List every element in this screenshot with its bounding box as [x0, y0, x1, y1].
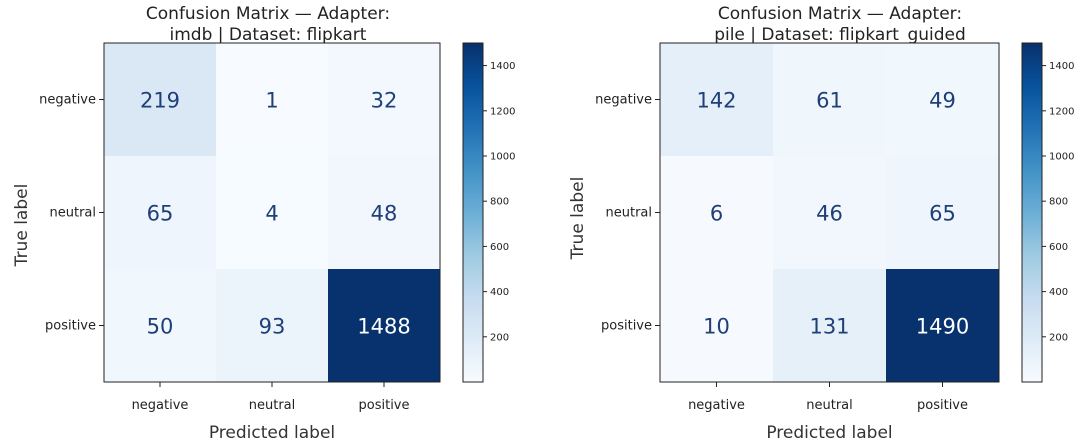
chart-1-colorbar [462, 42, 484, 383]
chart-1-title-line-1: Confusion Matrix — Adapter: [146, 4, 390, 24]
chart-2-cell-label-1-2: 65 [929, 202, 956, 226]
chart-1-xtick-label-2: positive [359, 398, 410, 413]
chart-2-colorbar-tick-label-1: 400 [1049, 287, 1068, 298]
chart-2-colorbar-tick-label-5: 1200 [1049, 106, 1074, 117]
chart-2-ytick-label-1: neutral [606, 206, 653, 221]
chart-1-colorbar-tick-label-4: 1000 [490, 152, 515, 163]
chart-2-cell-label-2-0: 10 [703, 315, 730, 339]
chart-2-cell-2-2 [886, 269, 1000, 383]
chart-2-cell-1-1 [773, 156, 887, 270]
chart-2-cell-label-0-2: 49 [929, 89, 956, 113]
chart-2-title-line-2: pile | Dataset: flipkart_guided [714, 25, 966, 45]
chart-1-cell-2-2 [328, 269, 441, 383]
confusion-matrix-2: Confusion Matrix — Adapter:pile | Datase… [568, 4, 1074, 443]
chart-2-cell-label-2-2: 1490 [916, 315, 969, 339]
chart-2-ylabel: True label [568, 177, 588, 261]
chart-1-cell-1-2 [328, 156, 441, 270]
chart-1-cell-0-2 [328, 43, 441, 157]
chart-2-colorbar-tick-label-0: 200 [1049, 332, 1068, 343]
chart-1-xtick-label-0: negative [132, 398, 189, 413]
chart-1-cell-1-1 [216, 156, 329, 270]
chart-1-cell-label-1-1: 4 [265, 202, 278, 226]
chart-1-cell-label-0-2: 32 [371, 89, 398, 113]
chart-1-cell-label-1-0: 65 [147, 202, 174, 226]
chart-2-cell-label-1-0: 6 [710, 202, 723, 226]
chart-2-xtick-label-2: positive [917, 398, 968, 413]
chart-2-colorbar-tick-label-6: 1400 [1049, 61, 1074, 72]
chart-2-title-line-1: Confusion Matrix — Adapter: [718, 4, 962, 24]
chart-1-cell-0-0 [104, 43, 217, 157]
chart-2-cell-2-1 [773, 269, 887, 383]
chart-1-cell-0-1 [216, 43, 329, 157]
chart-1-cell-label-2-2: 1488 [357, 315, 410, 339]
chart-2-xlabel: Predicted label [766, 423, 892, 443]
chart-1-colorbar-tick-label-1: 400 [490, 287, 509, 298]
chart-1-cell-label-0-1: 1 [265, 89, 278, 113]
chart-1-colorbar-tick-label-5: 1200 [490, 106, 515, 117]
confusion-matrix-1: Confusion Matrix — Adapter:imdb | Datase… [12, 4, 515, 443]
chart-1-cell-label-2-1: 93 [259, 315, 286, 339]
chart-2-cell-0-2 [886, 43, 1000, 157]
chart-1-colorbar-tick-label-2: 600 [490, 242, 509, 253]
chart-2-ytick-label-2: positive [601, 319, 652, 334]
chart-2-ytick-label-0: negative [595, 93, 652, 108]
chart-1-xtick-label-1: neutral [249, 398, 296, 413]
chart-1-colorbar-tick-label-3: 800 [490, 197, 509, 208]
chart-2-cell-label-0-0: 142 [696, 89, 736, 113]
chart-2-cell-1-2 [886, 156, 1000, 270]
chart-1-ytick-label-2: positive [45, 319, 96, 334]
chart-2-cell-label-0-1: 61 [816, 89, 843, 113]
chart-1-title-line-2: imdb | Dataset: flipkart [170, 25, 367, 45]
chart-1-ytick-label-1: neutral [50, 206, 97, 221]
chart-1-ylabel: True label [12, 184, 32, 268]
chart-2-colorbar-tick-label-4: 1000 [1049, 152, 1074, 163]
chart-2-cell-label-2-1: 131 [809, 315, 849, 339]
chart-1-ytick-label-0: negative [39, 93, 96, 108]
chart-2-colorbar-tick-label-2: 600 [1049, 242, 1068, 253]
chart-1-colorbar-tick-label-0: 200 [490, 332, 509, 343]
chart-1-cell-label-0-0: 219 [140, 89, 180, 113]
chart-1-cell-label-2-0: 50 [147, 315, 174, 339]
chart-2-cell-1-0 [660, 156, 774, 270]
chart-2-cell-label-1-1: 46 [816, 202, 843, 226]
chart-2-cell-0-1 [773, 43, 887, 157]
chart-1-cell-label-1-2: 48 [371, 202, 398, 226]
chart-1-xlabel: Predicted label [209, 423, 335, 443]
chart-1-colorbar-tick-label-6: 1400 [490, 61, 515, 72]
chart-2-cell-0-0 [660, 43, 774, 157]
chart-2-xtick-label-1: neutral [806, 398, 853, 413]
chart-2-cell-2-0 [660, 269, 774, 383]
chart-2-colorbar [1021, 42, 1043, 383]
chart-1-cell-2-1 [216, 269, 329, 383]
chart-2-colorbar-tick-label-3: 800 [1049, 197, 1068, 208]
chart-1-cell-1-0 [104, 156, 217, 270]
chart-1-cell-2-0 [104, 269, 217, 383]
chart-2-xtick-label-0: negative [688, 398, 745, 413]
